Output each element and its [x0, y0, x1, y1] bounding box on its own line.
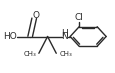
Text: HO: HO [4, 32, 17, 41]
Text: N: N [60, 32, 67, 41]
Text: CH₃: CH₃ [59, 51, 71, 57]
Text: CH₃: CH₃ [23, 51, 36, 57]
Text: O: O [32, 11, 39, 20]
Text: Cl: Cl [74, 13, 83, 22]
Text: H: H [60, 29, 67, 38]
